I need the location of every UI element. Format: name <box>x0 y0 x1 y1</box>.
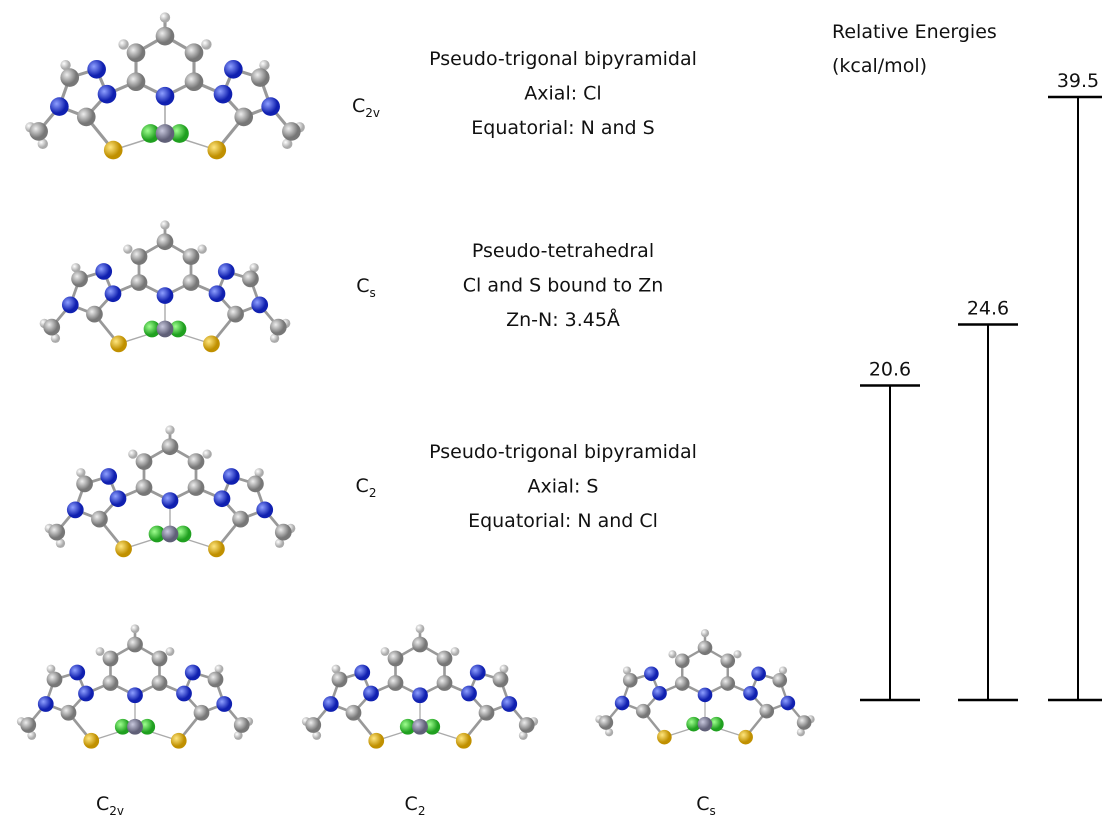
symmetry-subscript: s <box>710 804 716 818</box>
energy-unit: (kcal/mol) <box>832 55 927 77</box>
molecule <box>25 12 305 159</box>
description-line: Cl and S bound to Zn <box>463 275 664 297</box>
description-line: Axial: S <box>528 476 599 498</box>
page: C2vPseudo-trigonal bipyramidalAxial: ClE… <box>0 0 1102 833</box>
symmetry-subscript: s <box>370 286 376 300</box>
symmetry-subscript: 2v <box>109 804 124 818</box>
symmetry-label: C2v <box>96 793 124 818</box>
symmetry-label: C2 <box>356 475 377 500</box>
description-line: Pseudo-trigonal bipyramidal <box>429 441 697 463</box>
description-line: Equatorial: N and Cl <box>468 510 658 532</box>
molecule <box>45 425 296 557</box>
symmetry-letter: C <box>352 95 365 117</box>
energy-label: 20.6 <box>869 359 911 381</box>
symmetry-letter: C <box>696 793 709 815</box>
symmetry-subscript: 2 <box>418 804 426 818</box>
symmetry-label: Cs <box>696 793 716 818</box>
description-line: Zn-N: 3.45Å <box>506 308 620 331</box>
description-line: Equatorial: N and S <box>471 117 654 139</box>
description-line: Pseudo-trigonal bipyramidal <box>429 48 697 70</box>
molecule <box>302 624 538 748</box>
symmetry-letter: C <box>356 275 369 297</box>
symmetry-subscript: 2 <box>369 486 377 500</box>
symmetry-letter: C <box>96 793 109 815</box>
description-line: Pseudo-tetrahedral <box>472 240 654 262</box>
symmetry-letter: C <box>405 793 418 815</box>
symmetry-label: C2 <box>405 793 426 818</box>
energy-title: Relative Energies <box>832 21 997 43</box>
symmetry-label: C2v <box>352 95 380 120</box>
energy-levels: 20.6 24.6 39.5 <box>860 70 1102 700</box>
symmetry-label: Cs <box>356 275 376 300</box>
symmetry-subscript: 2v <box>365 106 380 120</box>
description-line: Axial: Cl <box>524 83 601 105</box>
molecule <box>17 624 253 748</box>
molecule <box>40 220 291 352</box>
symmetry-letter: C <box>356 475 369 497</box>
molecule <box>595 629 814 744</box>
energy-label: 39.5 <box>1057 70 1099 92</box>
energy-label: 24.6 <box>967 297 1009 319</box>
